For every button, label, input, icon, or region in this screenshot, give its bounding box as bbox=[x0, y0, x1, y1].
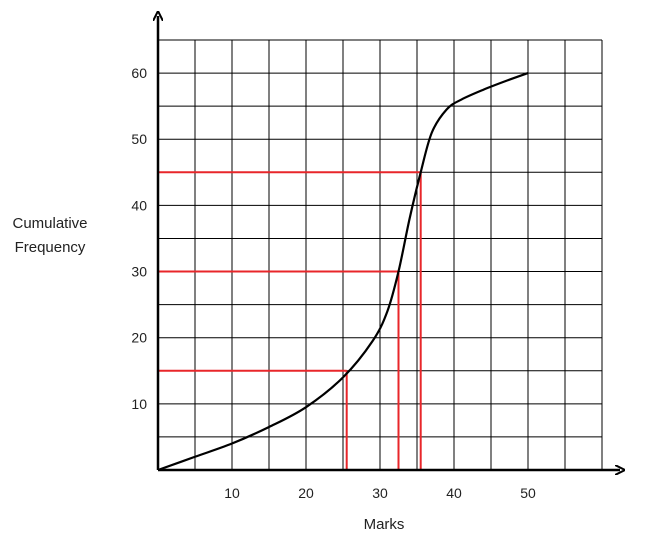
reference-lines bbox=[158, 171, 422, 470]
x-axis-title: Marks bbox=[364, 516, 405, 533]
x-tick-label-30: 30 bbox=[372, 485, 388, 501]
y-tick-label-10: 10 bbox=[131, 396, 147, 412]
y-tick-label-60: 60 bbox=[131, 65, 147, 81]
grid bbox=[157, 39, 603, 471]
axes bbox=[158, 16, 620, 470]
x-tick-label-10: 10 bbox=[224, 485, 240, 501]
y-tick-label-40: 40 bbox=[131, 197, 147, 213]
y-tick-labels: 10 20 30 40 50 60 bbox=[131, 65, 147, 412]
y-tick-label-20: 20 bbox=[131, 330, 147, 346]
x-tick-label-20: 20 bbox=[298, 485, 314, 501]
x-tick-label-50: 50 bbox=[520, 485, 536, 501]
y-axis-title-line-2: Frequency bbox=[15, 239, 86, 256]
x-tick-labels: 10 20 30 40 50 bbox=[224, 485, 536, 501]
y-tick-label-50: 50 bbox=[131, 131, 147, 147]
y-tick-label-30: 30 bbox=[131, 264, 147, 280]
x-tick-label-40: 40 bbox=[446, 485, 462, 501]
series-layer bbox=[157, 72, 529, 472]
cumulative-frequency-curve-1 bbox=[157, 72, 529, 472]
y-axis-title-line-1: Cumulative bbox=[12, 215, 87, 232]
